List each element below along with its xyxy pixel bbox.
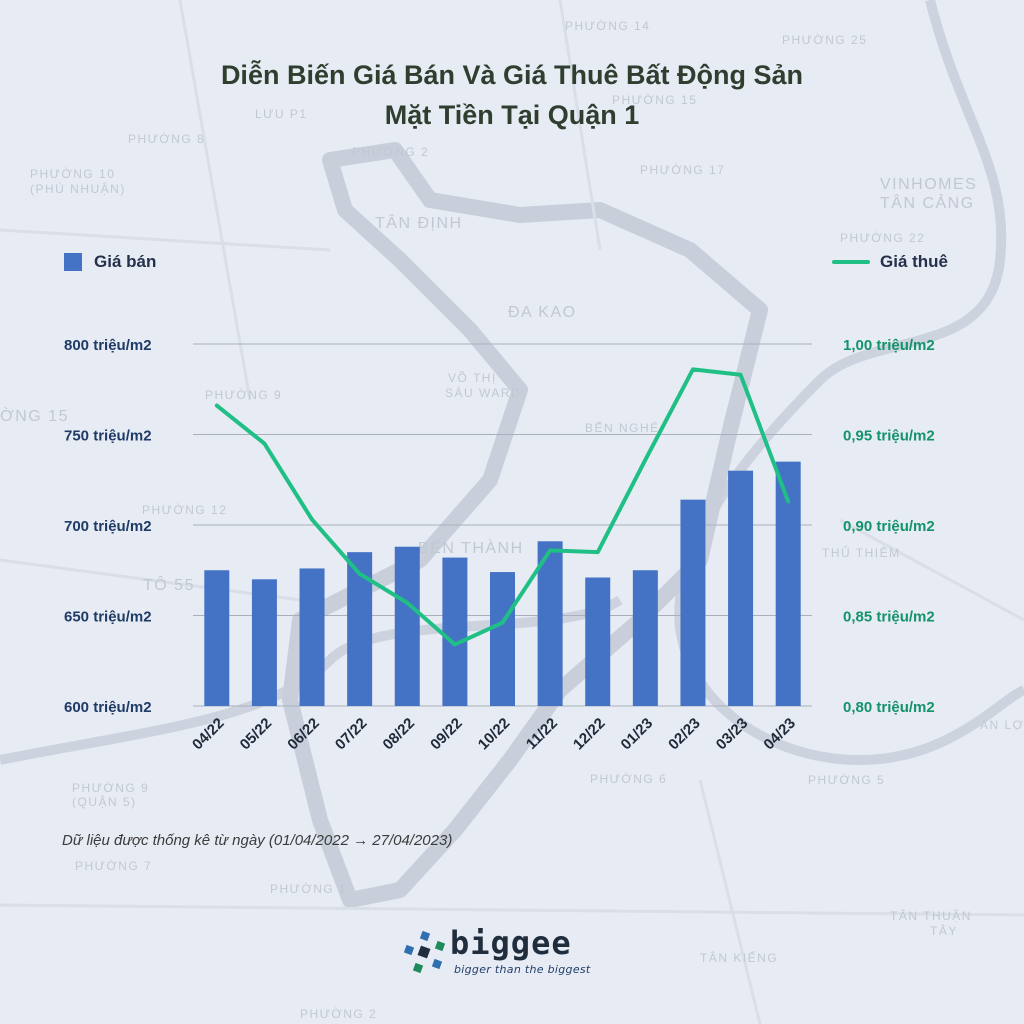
x-tick-label: 01/23 <box>618 715 657 754</box>
map-label: VÕ THỊ <box>448 370 497 385</box>
x-tick-label: 12/22 <box>570 715 609 754</box>
x-tick-label: 09/22 <box>427 715 466 754</box>
map-river-2 <box>0 595 623 765</box>
map-label: SÁU WARD <box>445 385 521 400</box>
logo-wordmark: biggee <box>450 924 572 962</box>
map-label: (PHÚ NHUẬN) <box>30 181 126 196</box>
legend-label-bars: Giá bán <box>94 252 157 271</box>
bar-01/23 <box>632 570 658 706</box>
chart-title-line2: Mặt Tiền Tại Quận 1 <box>384 100 640 130</box>
map-road <box>0 558 301 602</box>
map-label: PHƯỜNG 6 <box>590 771 667 786</box>
left-axis-tick-label: 750 triệu/m2 <box>64 428 152 445</box>
x-tick-label: 03/23 <box>713 715 752 754</box>
map-label: LƯU P1 <box>255 107 308 121</box>
right-axis-tick-label: 1,00 triệu/m2 <box>843 337 935 354</box>
map-label: TÂN CẢNG <box>880 193 975 212</box>
map-river <box>674 0 1024 765</box>
x-tick-label: 08/22 <box>380 715 419 754</box>
map-label: PHƯỜNG 2 <box>352 144 429 159</box>
map-label: ĐA KAO <box>508 304 577 321</box>
map-label: PHƯỜNG 15 <box>612 92 697 107</box>
x-tick-label: 06/22 <box>284 715 323 754</box>
map-label: TÔ 55 <box>143 575 195 594</box>
map-label: PHƯỜNG 14 <box>565 18 650 33</box>
left-axis-tick-label: 650 triệu/m2 <box>64 609 152 626</box>
map-label: PHƯỜNG 9 <box>72 780 149 795</box>
map-road <box>0 228 331 252</box>
map-label: PHƯỜNG 1 <box>270 881 347 896</box>
map-label: TÂY <box>930 923 958 938</box>
left-axis-tick-label: 700 triệu/m2 <box>64 518 152 535</box>
map-label: TÂN THUẬN <box>890 908 972 923</box>
map-label: PHƯỜNG 2 <box>300 1006 377 1021</box>
map-label: TÂN KIỂNG <box>700 950 778 965</box>
legend-line-swatch <box>832 260 870 264</box>
map-road <box>558 0 602 251</box>
x-tick-label: 05/22 <box>237 715 276 754</box>
map-label: PHƯỜNG 22 <box>840 230 925 245</box>
bar-02/23 <box>680 499 706 706</box>
map-road <box>839 518 1024 622</box>
bar-06/22 <box>299 568 325 706</box>
map-road <box>178 0 252 401</box>
bar-10/22 <box>490 572 515 706</box>
map-label: (QUẬN 5) <box>72 794 137 809</box>
chart-title-line1: Diễn Biến Giá Bán Và Giá Thuê Bất Động S… <box>220 60 804 90</box>
legend-label-line: Giá thuê <box>880 252 949 271</box>
map-label: VINHOMES <box>880 176 977 193</box>
bar-11/22 <box>537 541 563 706</box>
map-label: PHƯỜNG 7 <box>75 858 152 873</box>
bar-04/22 <box>204 570 230 706</box>
map-label: ỜNG 15 <box>0 406 69 425</box>
legend-bar-swatch <box>64 253 82 271</box>
map-road <box>698 779 762 1024</box>
map-road <box>0 903 1024 917</box>
map-label: PHƯỜNG 5 <box>808 772 885 787</box>
legend-item-bars: Giá bán <box>64 252 156 272</box>
x-tick-label: 04/22 <box>189 715 228 754</box>
map-label: PHƯỜNG 8 <box>128 131 205 146</box>
x-tick-label: 04/23 <box>760 715 799 754</box>
map-label: PHƯỜNG 17 <box>640 162 725 177</box>
data-range-note: Dữ liệu được thống kê từ ngày (01/04/202… <box>62 832 453 849</box>
right-axis-tick-label: 0,80 triệu/m2 <box>843 699 935 716</box>
map-label: PHƯỜNG 10 <box>30 166 115 181</box>
map-label: TÂN ĐỊNH <box>375 213 463 232</box>
map-label: PHƯỜNG 9 <box>205 387 282 402</box>
bar-09/22 <box>442 557 468 706</box>
brand-logo: biggee bigger than the biggest <box>402 924 632 980</box>
x-tick-label: 11/22 <box>523 715 561 753</box>
map-label: BẾN NGHÉ <box>585 420 660 435</box>
right-axis-tick-label: 0,95 triệu/m2 <box>843 428 935 445</box>
x-tick-label: 02/23 <box>665 715 704 754</box>
map-label: PHƯỜNG 25 <box>782 32 867 47</box>
map-label: AN LỢI Đ <box>980 718 1024 732</box>
map-district-boundary <box>282 142 768 908</box>
x-tick-label: 07/22 <box>332 715 371 754</box>
map-label: THỦ THIÊM <box>822 545 901 560</box>
left-axis-tick-label: 600 triệu/m2 <box>64 699 152 716</box>
map-label: BẾN THÀNH <box>418 538 524 557</box>
legend-item-line: Giá thuê <box>832 252 948 272</box>
right-axis-tick-label: 0,90 triệu/m2 <box>843 518 935 535</box>
bar-12/22 <box>585 577 611 706</box>
x-tick-label: 10/22 <box>475 715 514 754</box>
right-axis-tick-label: 0,85 triệu/m2 <box>843 609 935 626</box>
logo-tagline: bigger than the biggest <box>454 963 591 976</box>
map-label: PHƯỜNG 12 <box>142 502 227 517</box>
bar-03/23 <box>728 470 754 706</box>
bar-08/22 <box>394 546 420 706</box>
logo-mark-icon <box>403 930 446 974</box>
bar-05/22 <box>251 579 277 706</box>
left-axis-tick-label: 800 triệu/m2 <box>64 337 152 354</box>
